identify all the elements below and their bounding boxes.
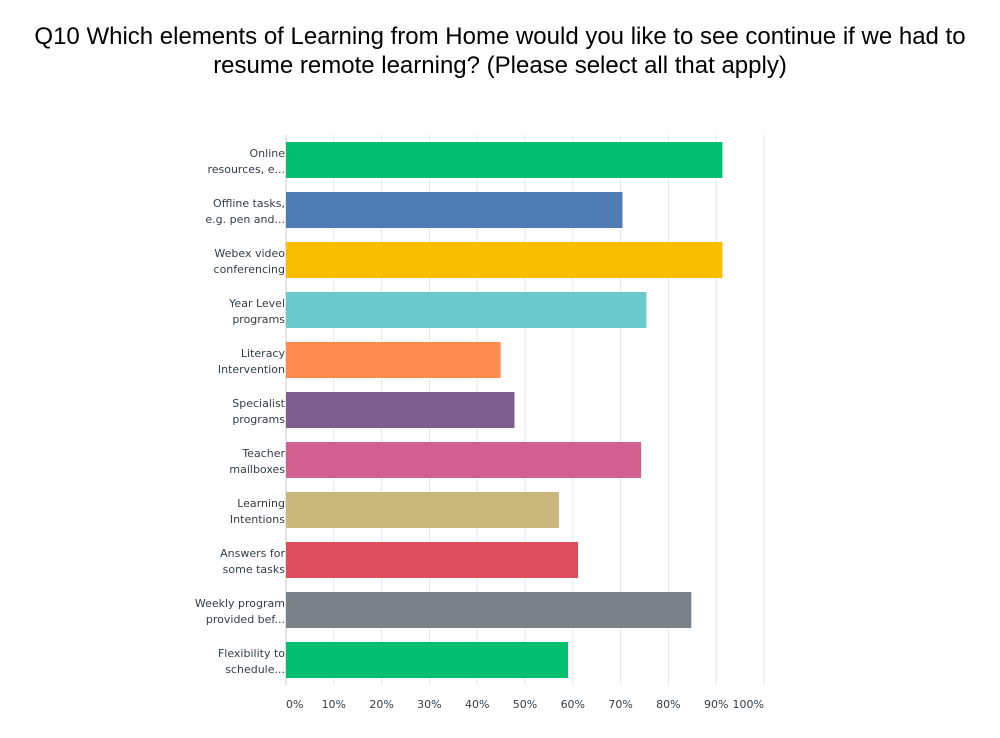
category-label: Webex video conferencing [214, 247, 286, 276]
category-label-line: Year Level [228, 297, 285, 310]
category-label-line: Webex video [214, 247, 285, 260]
bar [286, 242, 723, 278]
x-tick-label: 100% [733, 698, 764, 711]
category-label-line: Answers for [220, 547, 285, 560]
category-label: Weekly program provided bef... [195, 597, 285, 626]
bar [286, 392, 515, 428]
x-tick-label: 60% [561, 698, 585, 711]
chart-title-line-1: Q10 Which elements of Learning from Home… [34, 23, 966, 50]
category-label-line: Online [250, 147, 286, 160]
bar [286, 142, 723, 178]
bar [286, 192, 623, 228]
x-tick-label: 90% [704, 698, 728, 711]
chart-title: Q10 Which elements of Learning from Home… [0, 22, 1000, 80]
x-tick-label: 50% [513, 698, 537, 711]
category-label-line: conferencing [214, 263, 285, 276]
category-label-line: some tasks [223, 563, 286, 576]
category-label: Year Level programs [228, 297, 285, 326]
category-label-line: Intentions [230, 513, 285, 526]
category-label-line: Literacy [241, 347, 286, 360]
category-label: Offline tasks, e.g. pen and... [205, 197, 285, 226]
x-tick-label: 30% [417, 698, 441, 711]
category-label-line: e.g. pen and... [205, 213, 285, 226]
x-tick-label: 20% [369, 698, 393, 711]
category-label: Flexibility to schedule... [218, 647, 285, 676]
bar [286, 642, 569, 678]
category-label-line: Offline tasks, [213, 197, 285, 210]
category-label: Online resources, e... [207, 147, 285, 176]
category-label-line: Learning [237, 497, 285, 510]
bar [286, 292, 647, 328]
category-label: Teacher mailboxes [229, 447, 285, 476]
category-label-line: provided bef... [206, 613, 285, 626]
bar [286, 492, 559, 528]
x-tick-label: 0% [286, 698, 303, 711]
category-label-line: Teacher [241, 447, 285, 460]
category-label-line: Weekly program [195, 597, 285, 610]
x-tick-label: 10% [322, 698, 346, 711]
chart-title-line-2: resume remote learning? (Please select a… [213, 52, 787, 79]
bar [286, 542, 579, 578]
category-label: Answers for some tasks [220, 547, 285, 576]
category-label-line: Intervention [218, 363, 285, 376]
bar [286, 592, 692, 628]
category-label-line: Specialist [232, 397, 285, 410]
x-tick-label: 40% [465, 698, 489, 711]
x-tick-label: 70% [608, 698, 632, 711]
category-label: Learning Intentions [230, 497, 285, 526]
bar [286, 342, 501, 378]
category-label-line: resources, e... [207, 163, 285, 176]
category-label-line: schedule... [225, 663, 285, 676]
category-label: Literacy Intervention [218, 347, 286, 376]
category-label-line: programs [232, 313, 285, 326]
x-tick-label: 80% [656, 698, 680, 711]
category-label-line: mailboxes [229, 463, 285, 476]
category-label-line: Flexibility to [218, 647, 285, 660]
bar [286, 442, 642, 478]
category-label-line: programs [232, 413, 285, 426]
category-label: Specialist programs [232, 397, 285, 426]
